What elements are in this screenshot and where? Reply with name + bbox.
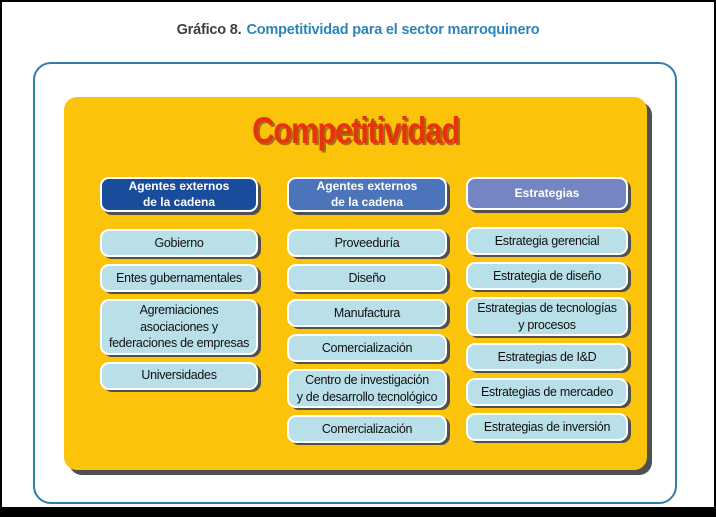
node-box: Estrategia gerencial: [466, 227, 628, 255]
column-agentes-externos-2: Agentes externos de la cadena Proveedurí…: [287, 177, 447, 444]
node-box: Manufactura: [287, 299, 447, 328]
column-header: Estrategias: [466, 177, 628, 210]
node-box: Estrategia de diseño: [466, 262, 628, 290]
figure-caption: Gráfico 8. Competitividad para el sector …: [2, 22, 714, 38]
node-box: Entes gubernamentales: [100, 264, 258, 293]
diagram-frame: Competitividad Agentes externos de la ca…: [33, 62, 677, 504]
column-header: Agentes externos de la cadena: [100, 177, 258, 213]
node-box: Centro de investigación y de desarrollo …: [287, 369, 447, 409]
node-box: Proveeduría: [287, 229, 447, 258]
node-box: Estrategias de tecnologías y procesos: [466, 297, 628, 336]
diagram-columns: Agentes externos de la cadena Gobierno E…: [100, 177, 631, 444]
node-box: Comercialización: [287, 415, 447, 444]
node-box: Estrategias de mercadeo: [466, 378, 628, 406]
diagram-title: Competitividad: [252, 110, 460, 151]
figure-caption-number: Gráfico 8.: [176, 22, 242, 38]
node-box: Comercialización: [287, 334, 447, 363]
figure-caption-title: Competitividad para el sector marroquine…: [246, 22, 540, 38]
node-box: Diseño: [287, 264, 447, 293]
document-page: Gráfico 8. Competitividad para el sector …: [2, 2, 714, 507]
column-estrategias: Estrategias Estrategia gerencial Estrate…: [466, 177, 628, 443]
column-agentes-externos-1: Agentes externos de la cadena Gobierno E…: [100, 177, 258, 443]
node-box: Estrategias de inversión: [466, 413, 628, 441]
node-box: Agremiaciones asociaciones y federacione…: [100, 299, 258, 355]
competitividad-panel: Competitividad Agentes externos de la ca…: [64, 97, 647, 470]
node-box: Gobierno: [100, 229, 258, 258]
node-box: Estrategias de I&D: [466, 343, 628, 371]
node-box: Universidades: [100, 361, 258, 390]
column-header: Agentes externos de la cadena: [287, 177, 447, 213]
